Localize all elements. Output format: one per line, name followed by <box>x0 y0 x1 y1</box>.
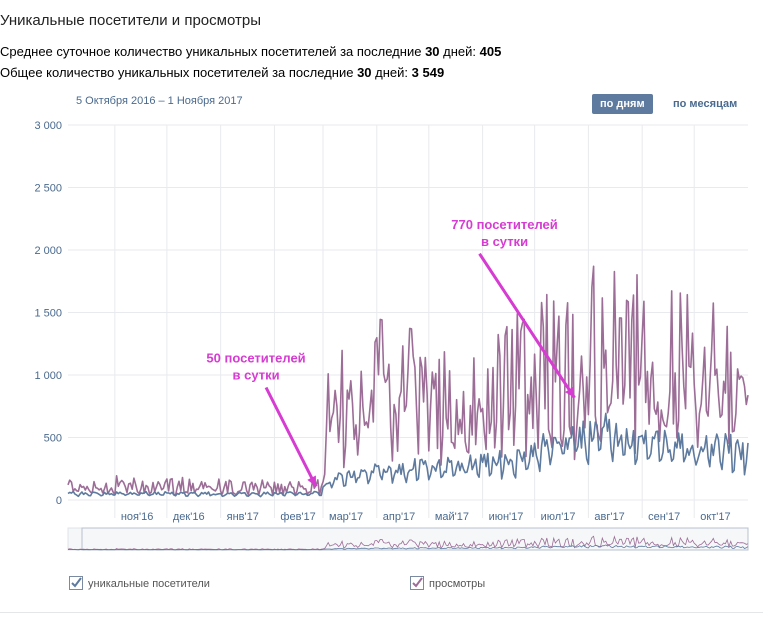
x-tick-label: авг'17 <box>594 511 624 523</box>
annotation-arrowhead <box>565 386 575 398</box>
avg-stat-label: Среднее суточное количество уникальных п… <box>0 44 422 59</box>
visitors-chart: 0 500 1 000 1 500 2 000 2 500 3 000 ноя'16 дек'1… <box>34 120 749 551</box>
x-tick-label: сен'17 <box>648 511 680 523</box>
avg-stat-days: 30 <box>425 44 440 59</box>
x-tick-label: июл'17 <box>541 511 576 523</box>
annotation-text-line2: в сутки <box>233 368 280 383</box>
page-title: Уникальные посетители и просмотры <box>0 12 261 29</box>
y-tick-label: 1 000 <box>34 370 62 382</box>
avg-stat-days-suffix: дней: <box>443 44 477 59</box>
x-tick-label: окт'17 <box>700 511 730 523</box>
y-tick-label: 0 <box>56 495 62 507</box>
annotation-text-line1: 770 посетителей <box>451 217 557 232</box>
x-tick-label: янв'17 <box>227 511 259 523</box>
x-tick-label: мар'17 <box>329 511 363 523</box>
total-stat-days: 30 <box>357 65 372 80</box>
total-stat-label: Общее количество уникальных посетителей … <box>0 65 354 80</box>
x-tick-label: июн'17 <box>489 511 524 523</box>
annotation-text-line1: 50 посетителей <box>206 351 305 366</box>
series-pageviews <box>67 265 749 497</box>
by-days-button[interactable]: по дням <box>592 94 653 114</box>
legend-pageviews-label: просмотры <box>429 578 486 590</box>
x-tick-label: дек'16 <box>173 511 205 523</box>
x-tick-label: ноя'16 <box>121 511 153 523</box>
total-stat-days-suffix: дней: <box>375 65 409 80</box>
annotation-arrow <box>264 386 318 488</box>
y-tick-label: 1 500 <box>34 308 62 320</box>
x-tick-label: апр'17 <box>383 511 416 523</box>
legend-unique-visitors[interactable]: уникальные посетители <box>69 576 210 590</box>
y-tick-label: 2 000 <box>34 245 62 257</box>
y-tick-label: 2 500 <box>34 183 62 195</box>
total-stat-value: 3 549 <box>411 65 445 80</box>
avg-daily-visitors-stat: Среднее суточное количество уникальных п… <box>0 44 501 59</box>
overview-selection <box>81 527 749 551</box>
checkbox-checked-icon[interactable] <box>69 576 83 590</box>
legend-unique-visitors-label: уникальные посетители <box>88 578 210 590</box>
checkbox-checked-icon[interactable] <box>410 576 424 590</box>
avg-stat-value: 405 <box>479 44 502 59</box>
x-tick-label: май'17 <box>435 511 469 523</box>
y-tick-label: 3 000 <box>34 120 62 132</box>
annotation-arrowhead <box>307 475 317 487</box>
legend-pageviews[interactable]: просмотры <box>410 576 485 590</box>
annotation-arrow <box>478 252 576 399</box>
by-months-button[interactable]: по месяцам <box>673 98 738 110</box>
total-visitors-stat: Общее количество уникальных посетителей … <box>0 65 444 80</box>
y-tick-label: 500 <box>44 433 62 445</box>
date-range[interactable]: 5 Октября 2016 – 1 Ноября 2017 <box>76 95 243 107</box>
x-tick-label: фев'17 <box>280 511 315 523</box>
divider <box>0 612 763 613</box>
series-unique-visitors <box>67 412 749 498</box>
overview-unique-visitors <box>68 544 749 551</box>
annotation-text-line2: в сутки <box>481 234 528 249</box>
